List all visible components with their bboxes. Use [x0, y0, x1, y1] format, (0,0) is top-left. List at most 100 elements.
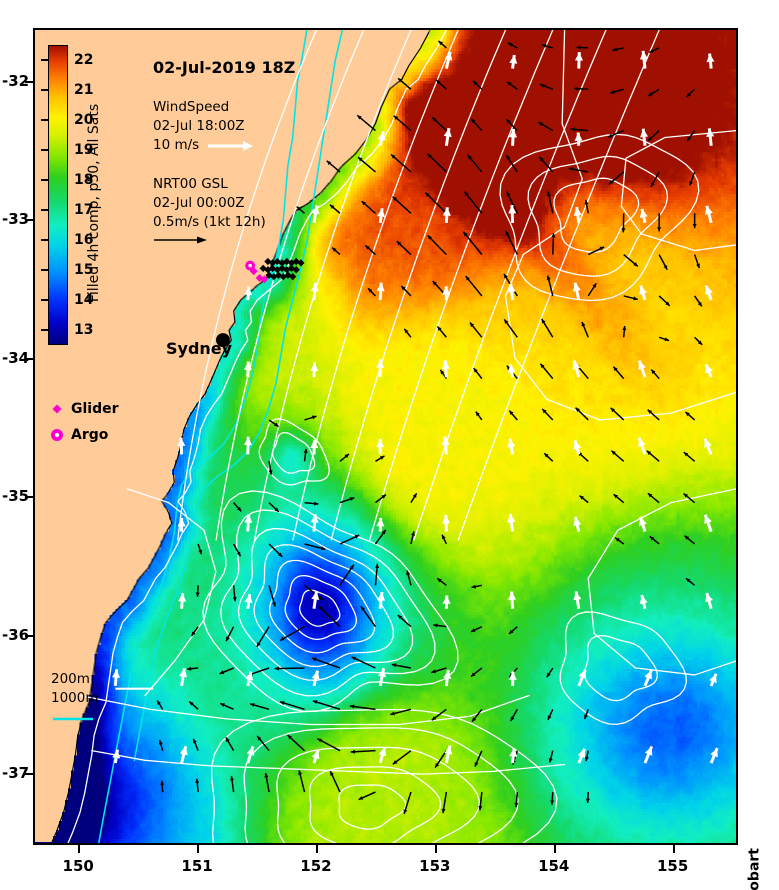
current-arrow	[469, 322, 483, 338]
current-arrow	[610, 407, 625, 421]
current-arrow	[268, 543, 283, 558]
current-arrow	[397, 614, 412, 628]
sla-contour	[308, 766, 442, 843]
sla-contour	[243, 727, 519, 843]
sla-contour	[584, 634, 658, 702]
current-arrow	[610, 88, 624, 94]
sla-contour	[553, 177, 640, 253]
current-arrow	[647, 130, 660, 142]
current-arrow	[683, 492, 696, 504]
wind-arrow	[311, 749, 320, 764]
sla-contour	[413, 30, 607, 541]
wind-arrow-icon	[208, 140, 254, 151]
current-arrow	[507, 42, 518, 49]
observation-marker	[273, 257, 281, 266]
current-arrow	[304, 584, 324, 601]
y-axis-label: -34	[2, 348, 30, 367]
wind-arrow	[703, 514, 713, 533]
sla-contour	[220, 509, 436, 697]
current-arrow	[694, 336, 703, 346]
glider-markers	[249, 267, 269, 284]
x-axis-label: 151	[181, 857, 213, 875]
current-arrow	[505, 118, 518, 132]
bathymetry-label-200m: 200m	[51, 671, 90, 687]
argo-marker-icon	[43, 428, 71, 442]
current-arrow	[434, 750, 448, 769]
colorbar-tick-label: 14	[74, 292, 94, 308]
current-arrow	[579, 495, 589, 504]
current-arrow	[374, 563, 380, 586]
current-arrow	[685, 88, 696, 98]
place-marker-sydney	[215, 333, 230, 348]
current-arrow	[473, 367, 483, 380]
current-arrow	[264, 772, 270, 793]
wind-arrow	[507, 283, 516, 301]
colorbar-tick-label: 16	[74, 232, 94, 248]
wind-arrow	[443, 669, 452, 687]
current-arrow	[364, 244, 376, 256]
current-arrow	[610, 450, 625, 462]
current-arrow	[692, 213, 697, 229]
page-title: 02-Jul-2019 18Z	[153, 58, 296, 77]
observation-marker	[284, 271, 292, 279]
wind-arrow	[376, 517, 385, 532]
current-arrow	[156, 699, 164, 710]
current-arrow	[304, 501, 319, 506]
current-arrow	[648, 47, 660, 54]
current-arrow	[431, 667, 447, 674]
current-arrow	[287, 734, 306, 752]
sla-contour	[215, 30, 365, 541]
colorbar-tick	[41, 59, 48, 61]
current-arrow	[684, 411, 696, 421]
current-arrow	[256, 735, 270, 752]
wind-arrow	[442, 595, 451, 609]
glider-marker	[260, 275, 269, 284]
current-arrow	[475, 411, 483, 421]
sla-contour	[237, 527, 414, 681]
current-arrow	[256, 626, 270, 648]
sla-contour	[292, 30, 459, 541]
observation-marker	[265, 271, 273, 279]
glider-marker-icon	[43, 403, 71, 415]
current-arrow	[195, 778, 200, 793]
current-arrow	[268, 419, 280, 428]
current-arrow	[462, 231, 483, 256]
current-arrow	[433, 623, 447, 628]
wind-arrow	[310, 514, 319, 532]
wind-arrow	[177, 437, 186, 455]
wind-arrow	[573, 516, 582, 532]
current-legend-scale: 0.5m/s (1kt 12h)	[153, 214, 266, 230]
current-arrow	[470, 118, 483, 132]
wind-arrow	[243, 361, 253, 378]
current-arrow	[403, 328, 412, 338]
wind-arrow	[639, 285, 647, 301]
wind-arrow	[643, 745, 654, 764]
wind-arrow	[111, 669, 121, 687]
observation-marker	[264, 257, 272, 266]
sla-contour	[499, 133, 700, 302]
sla-contour	[559, 611, 688, 725]
current-arrow	[188, 700, 199, 710]
current-arrow	[160, 780, 165, 793]
current-arrow	[658, 336, 670, 342]
current-arrow	[538, 156, 554, 173]
current-arrow	[391, 196, 412, 214]
current-arrow	[658, 295, 671, 307]
current-arrow	[375, 455, 385, 462]
current-arrow	[570, 127, 589, 132]
current-arrow	[649, 535, 660, 545]
wind-arrow	[637, 360, 647, 378]
current-legend-title: NRT00 GSL	[153, 176, 228, 192]
colorbar-tick-label: 21	[74, 82, 94, 98]
wind-arrow	[705, 592, 713, 610]
current-arrow	[268, 585, 276, 607]
current-arrow	[471, 584, 482, 589]
map-plot-area[interactable]: 02-Jul-2019 18Z WindSpeed 02-Jul 18:00Z …	[33, 28, 738, 845]
sla-contour	[269, 559, 376, 654]
observation-marker	[278, 264, 286, 272]
wind-arrow	[376, 359, 385, 378]
wind-legend-time: 02-Jul 18:00Z	[153, 118, 245, 134]
current-arrow	[403, 791, 412, 815]
bathymetry-1000m: 1000m	[51, 689, 99, 708]
